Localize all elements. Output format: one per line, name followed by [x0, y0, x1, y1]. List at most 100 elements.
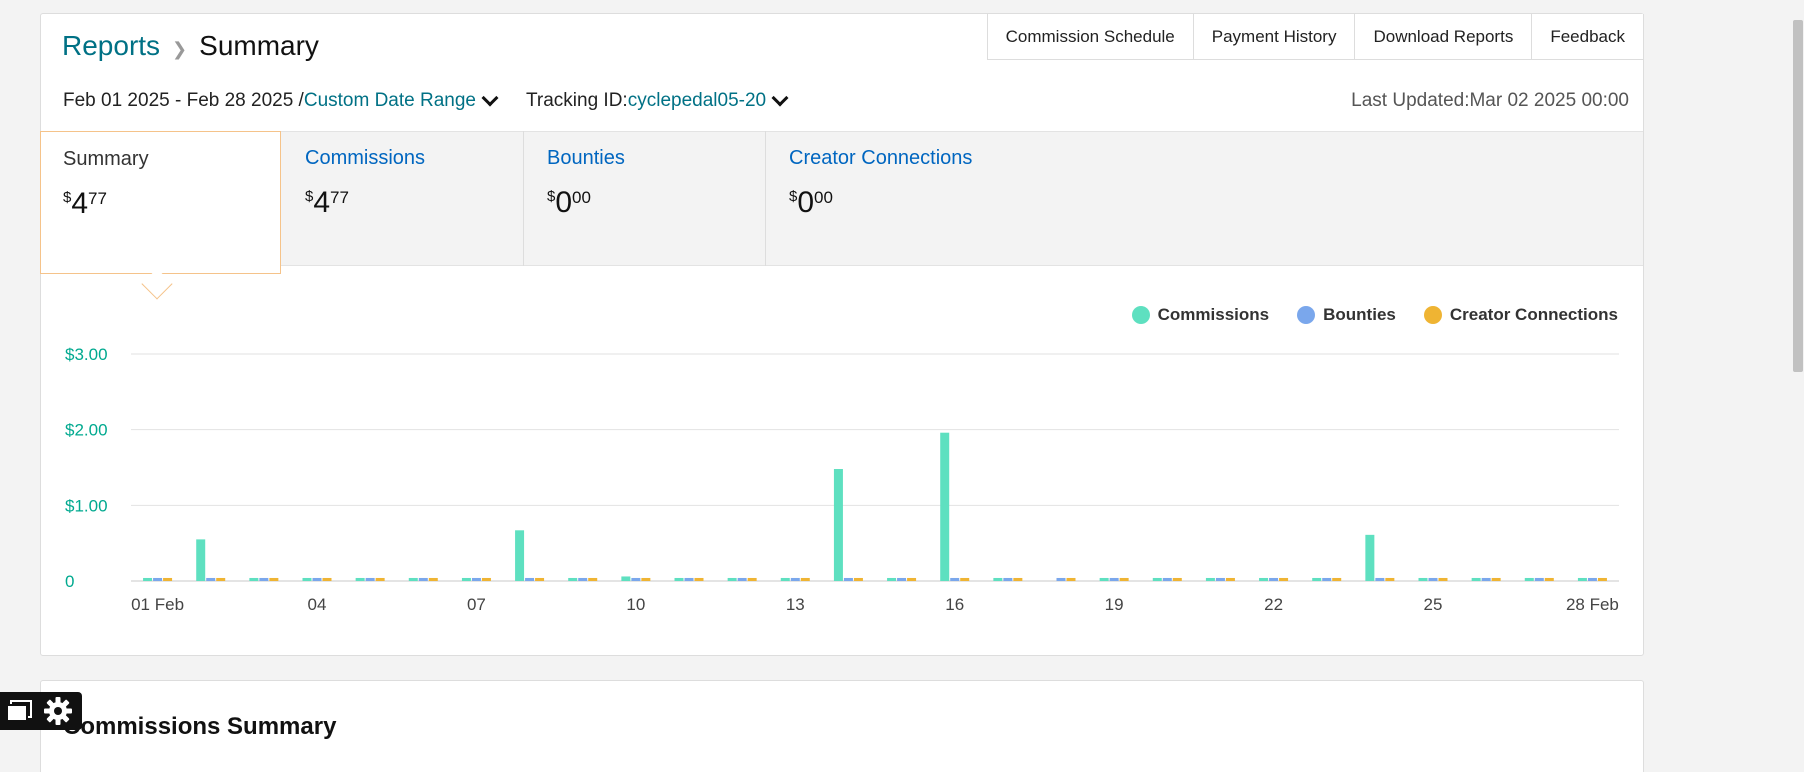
creator-connections-bar — [375, 577, 385, 581]
feedback-link[interactable]: Feedback — [1531, 14, 1644, 60]
floating-toolbox — [0, 692, 82, 730]
creator-connections-bar — [535, 577, 545, 581]
tracking-id-dropdown[interactable]: cyclepedal05-20 — [627, 90, 767, 111]
commissions-bar — [940, 432, 950, 581]
bounties-bar — [1109, 577, 1119, 581]
bounties-bar — [206, 577, 216, 581]
creator-connections-bar — [907, 577, 917, 581]
last-updated-label: Last Updated: — [1351, 90, 1470, 111]
creator-connections-bar — [1013, 577, 1023, 581]
bounties-bar — [1375, 577, 1385, 581]
commissions-bar — [143, 577, 153, 581]
tab-creator-connections-label: Creator Connections — [789, 147, 973, 169]
creator-connections-bar — [641, 577, 651, 581]
creator-connections-bar — [800, 577, 810, 581]
tab-creator-connections[interactable]: Creator Connections $000 — [767, 131, 1067, 266]
payment-history-link[interactable]: Payment History — [1192, 14, 1356, 60]
tab-summary-label: Summary — [63, 148, 149, 170]
legend-creator-connections-label: Creator Connections — [1449, 305, 1618, 324]
y-tick-label: 0 — [65, 572, 74, 591]
x-tick-label: 04 — [308, 595, 327, 614]
legend-commissions-label: Commissions — [1157, 305, 1270, 324]
commissions-bar — [780, 577, 790, 581]
earnings-chart: Commissions Bounties Creator Connections… — [41, 279, 1643, 655]
commissions-bar — [1259, 577, 1269, 581]
bounties-bar — [897, 577, 907, 581]
commissions-bar — [355, 577, 365, 581]
legend-commissions[interactable]: Commissions — [1131, 305, 1270, 325]
bounties-bar — [312, 577, 322, 581]
creator-connections-bar — [216, 577, 226, 581]
date-range-text: Feb 01 2025 - Feb 28 2025 / — [63, 90, 304, 111]
legend-bounties[interactable]: Bounties — [1297, 305, 1396, 325]
bounties-bar — [525, 577, 535, 581]
page-title: Summary — [199, 30, 319, 61]
chevron-down-icon[interactable] — [481, 89, 499, 107]
creator-connections-bar — [1491, 577, 1501, 581]
bounties-bar — [1215, 577, 1225, 581]
chevron-down-icon[interactable] — [771, 89, 789, 107]
tabs-bar — [41, 131, 1643, 266]
commissions-bar — [568, 577, 578, 581]
bounties-bar — [259, 577, 269, 581]
gear-icon[interactable] — [42, 695, 74, 727]
bounties-bar — [1322, 577, 1332, 581]
y-tick-label: $2.00 — [65, 421, 108, 440]
commissions-bar — [1577, 577, 1587, 581]
creator-connections-bar — [1332, 577, 1342, 581]
creator-connections-bar — [322, 577, 332, 581]
commissions-bar — [1524, 577, 1534, 581]
creator-connections-bar — [1279, 577, 1289, 581]
chart-plot: 0 $1.00 $2.00 $3.00 01 Feb 04 07 10 13 16 19 22 25 28… — [65, 345, 1619, 614]
commissions-bar — [621, 576, 631, 581]
creator-connections-bar — [1119, 577, 1129, 581]
tab-creator-connections-value: $000 — [789, 186, 833, 219]
commissions-dot-icon — [1131, 306, 1150, 324]
commissions-bar — [515, 530, 525, 581]
commissions-bar — [727, 577, 737, 581]
bounties-bar — [153, 577, 163, 581]
x-tick-label: 10 — [626, 595, 645, 614]
commissions-bar — [408, 577, 418, 581]
breadcrumb-separator-icon: ❯ — [172, 39, 188, 59]
creator-connections-bar — [163, 577, 173, 581]
creator-connections-bar — [1597, 577, 1607, 581]
bounties-bar — [578, 577, 588, 581]
tab-bounties[interactable]: Bounties $000 — [525, 131, 766, 266]
bounties-bar — [684, 577, 694, 581]
windows-icon[interactable] — [4, 698, 34, 724]
page-scrollbar[interactable] — [1790, 0, 1804, 772]
commissions-bar — [887, 577, 897, 581]
download-reports-link[interactable]: Download Reports — [1354, 14, 1533, 60]
tab-summary[interactable]: Summary $477 — [40, 131, 281, 274]
breadcrumb-reports-link[interactable]: Reports — [62, 30, 161, 61]
creator-connections-bar — [481, 577, 491, 581]
creator-connections-bar — [1225, 577, 1235, 581]
creator-connections-bar — [1172, 577, 1182, 581]
creator-connections-bar — [853, 577, 863, 581]
commission-schedule-link[interactable]: Commission Schedule — [986, 14, 1194, 60]
commissions-bar — [1418, 577, 1428, 581]
creator-connections-bar — [428, 577, 438, 581]
creator-connections-bar — [694, 577, 704, 581]
tab-commissions[interactable]: Commissions $477 — [283, 131, 524, 266]
bounties-bar — [737, 577, 747, 581]
scrollbar-thumb[interactable] — [1793, 20, 1803, 372]
bounties-bar — [1003, 577, 1013, 581]
y-tick-label: $3.00 — [65, 345, 108, 364]
date-row: Feb 01 2025 - Feb 28 2025 / Custom Date … — [63, 89, 794, 112]
bounties-bar — [1056, 577, 1066, 581]
tab-bounties-value: $000 — [547, 186, 591, 219]
legend-creator-connections[interactable]: Creator Connections — [1423, 305, 1618, 325]
commissions-bar — [1365, 534, 1375, 581]
x-tick-label: 01 Feb — [131, 595, 184, 614]
tracking-id-label: Tracking ID: — [526, 90, 628, 111]
commissions-bar — [674, 577, 684, 581]
custom-date-range-dropdown[interactable]: Custom Date Range — [303, 90, 476, 111]
commissions-bar — [833, 469, 843, 581]
chart-legend: Commissions Bounties Creator Connections — [1131, 305, 1618, 325]
x-tick-label: 07 — [467, 595, 486, 614]
x-tick-label: 25 — [1424, 595, 1443, 614]
creator-connections-bar — [269, 577, 279, 581]
x-tick-label: 28 Feb — [1566, 595, 1619, 614]
